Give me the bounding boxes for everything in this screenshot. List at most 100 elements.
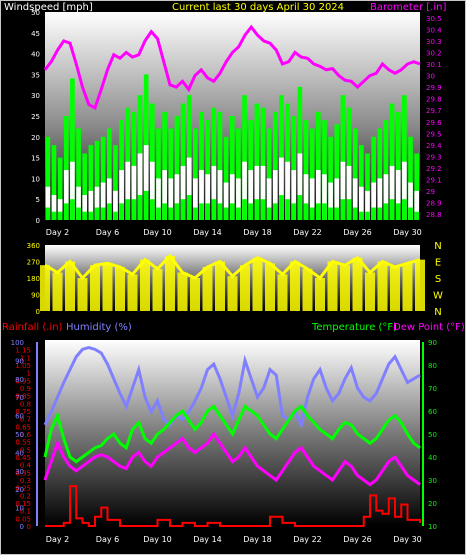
direction-bar <box>265 263 275 311</box>
wind-bar <box>260 107 266 220</box>
dew-point-line <box>43 431 421 487</box>
wind-bar <box>51 145 57 220</box>
direction-bar <box>77 278 88 311</box>
chart-title: Current last 30 days April 30 2024 <box>172 2 344 13</box>
wind-bar <box>162 111 167 220</box>
humidity-tick: 30 <box>15 468 24 476</box>
direction-bar <box>190 278 200 311</box>
direction-bar <box>277 274 288 311</box>
wind-bar <box>193 128 198 220</box>
top-day-ticks: Day 2 Day 6 Day 10 Day 14 Day 18 Day 22 Day 26… <box>46 228 422 237</box>
wind-bar <box>297 153 303 220</box>
wind-bar <box>260 165 266 220</box>
wind-bar <box>315 111 321 220</box>
wind-bar <box>291 116 297 220</box>
direction-bar <box>127 274 138 311</box>
wind-bar <box>248 170 254 220</box>
temperature-tick: 60 <box>428 408 437 416</box>
day-tick: Day 22 <box>293 535 322 544</box>
humidity-tick: 100 <box>11 339 24 347</box>
day-tick: Day 10 <box>143 228 172 237</box>
wind-bar <box>100 207 106 220</box>
day-tick: Day 14 <box>193 535 222 544</box>
barometer-tick: 30.4 <box>426 26 442 34</box>
wind-bar <box>57 199 63 220</box>
wind-bar <box>291 170 297 220</box>
wind-bar <box>217 170 223 220</box>
direction-compass-tick: W <box>433 291 443 302</box>
wind-bar <box>352 178 358 220</box>
rainfall-tick: 0.95 <box>15 377 31 385</box>
direction-bar <box>90 265 100 311</box>
wind-bar <box>383 120 389 220</box>
rainfall-tick: 0.65 <box>15 423 31 431</box>
humidity-tick: 60 <box>15 413 24 421</box>
rainfall-ticks: 00.050.10.150.20.250.30.350.40.450.50.55… <box>15 347 31 531</box>
humidity-tick: 10 <box>15 505 24 513</box>
direction-line <box>44 253 421 281</box>
rainfall-tick: 0.55 <box>15 439 31 447</box>
wind-bar <box>168 178 174 220</box>
wind-bar <box>334 207 340 220</box>
humidity-ticks: 0 10 20 30 40 50 60 70 80 90 100 <box>11 339 24 531</box>
wind-bar <box>131 165 137 220</box>
windspeed-tick: 25 <box>31 113 40 121</box>
wind-bar <box>106 203 112 220</box>
wind-bar <box>150 161 155 220</box>
wind-bar <box>113 145 118 220</box>
wind-bar <box>303 203 309 220</box>
barometer-tick: 29.8 <box>426 96 442 104</box>
day-tick: Day 18 <box>243 535 272 544</box>
wind-bar <box>45 186 51 220</box>
wind-bar <box>322 120 327 220</box>
windspeed-tick: 30 <box>31 92 40 100</box>
wind-bar <box>106 128 112 220</box>
direction-bar <box>290 261 300 311</box>
wind-bar <box>408 182 413 220</box>
wind-bar <box>279 195 284 220</box>
wind-bar <box>309 128 315 220</box>
direction-bar <box>327 261 338 311</box>
wind-bar <box>45 136 51 220</box>
wind-bar <box>217 111 223 220</box>
wind-bar <box>334 178 340 220</box>
barometer-tick: 30.2 <box>426 49 442 57</box>
day-tick: Day 10 <box>143 535 172 544</box>
rainfall-tick: 0.75 <box>15 408 31 416</box>
wind-bar <box>402 199 407 220</box>
wind-bar <box>137 195 143 220</box>
wind-bar <box>389 103 395 220</box>
wind-bar <box>371 182 376 220</box>
wind-bar <box>113 211 118 220</box>
direction-bar <box>102 263 113 311</box>
barometer-tick: 29.6 <box>426 119 442 127</box>
rainfall-tick: 0.2 <box>20 492 31 500</box>
wind-bar <box>291 203 297 220</box>
wind-bar <box>156 178 161 220</box>
wind-bar <box>51 211 57 220</box>
barometer-axis-label: Barometer [.in] <box>370 2 446 13</box>
wind-bar <box>365 211 370 220</box>
wind-bar <box>254 199 260 220</box>
wind-bar <box>395 170 401 220</box>
direction-bar <box>315 278 325 311</box>
wind-bar <box>408 207 413 220</box>
direction-degree-tick: 270 <box>27 259 40 267</box>
wind-bar <box>88 190 94 220</box>
rainfall-tick: 1.05 <box>15 362 31 370</box>
windspeed-axis-label: Windspeed [mph] <box>4 2 93 13</box>
temperature-tick: 50 <box>428 431 437 439</box>
windspeed-tick: 5 <box>36 196 40 204</box>
wind-bar <box>272 111 278 220</box>
barometer-tick: 30.3 <box>426 38 442 46</box>
barometer-tick: 30.1 <box>426 61 442 69</box>
temperature-tick: 30 <box>428 477 437 485</box>
wind-bar <box>309 178 315 220</box>
wind-bar <box>229 203 235 220</box>
wind-bar <box>63 170 69 220</box>
bottom-series-group <box>43 345 421 527</box>
direction-line-group <box>40 253 425 311</box>
wind-bar <box>328 207 333 220</box>
wind-bar <box>88 145 94 220</box>
